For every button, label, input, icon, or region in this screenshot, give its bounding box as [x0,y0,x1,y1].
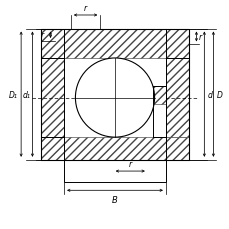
Bar [64,160,165,183]
Text: r: r [41,31,44,40]
Bar [153,87,165,105]
Text: r: r [198,33,201,42]
Bar [41,138,188,160]
Text: D: D [216,90,222,99]
Bar [41,30,188,160]
Bar [41,59,64,138]
Bar [165,59,188,138]
Text: B: B [112,195,117,204]
Text: r: r [128,159,131,168]
Text: d₁: d₁ [22,90,30,99]
Circle shape [75,59,154,138]
Bar [41,30,188,59]
Text: D₁: D₁ [9,90,18,99]
Text: r: r [84,4,87,13]
Text: d: d [207,90,212,99]
